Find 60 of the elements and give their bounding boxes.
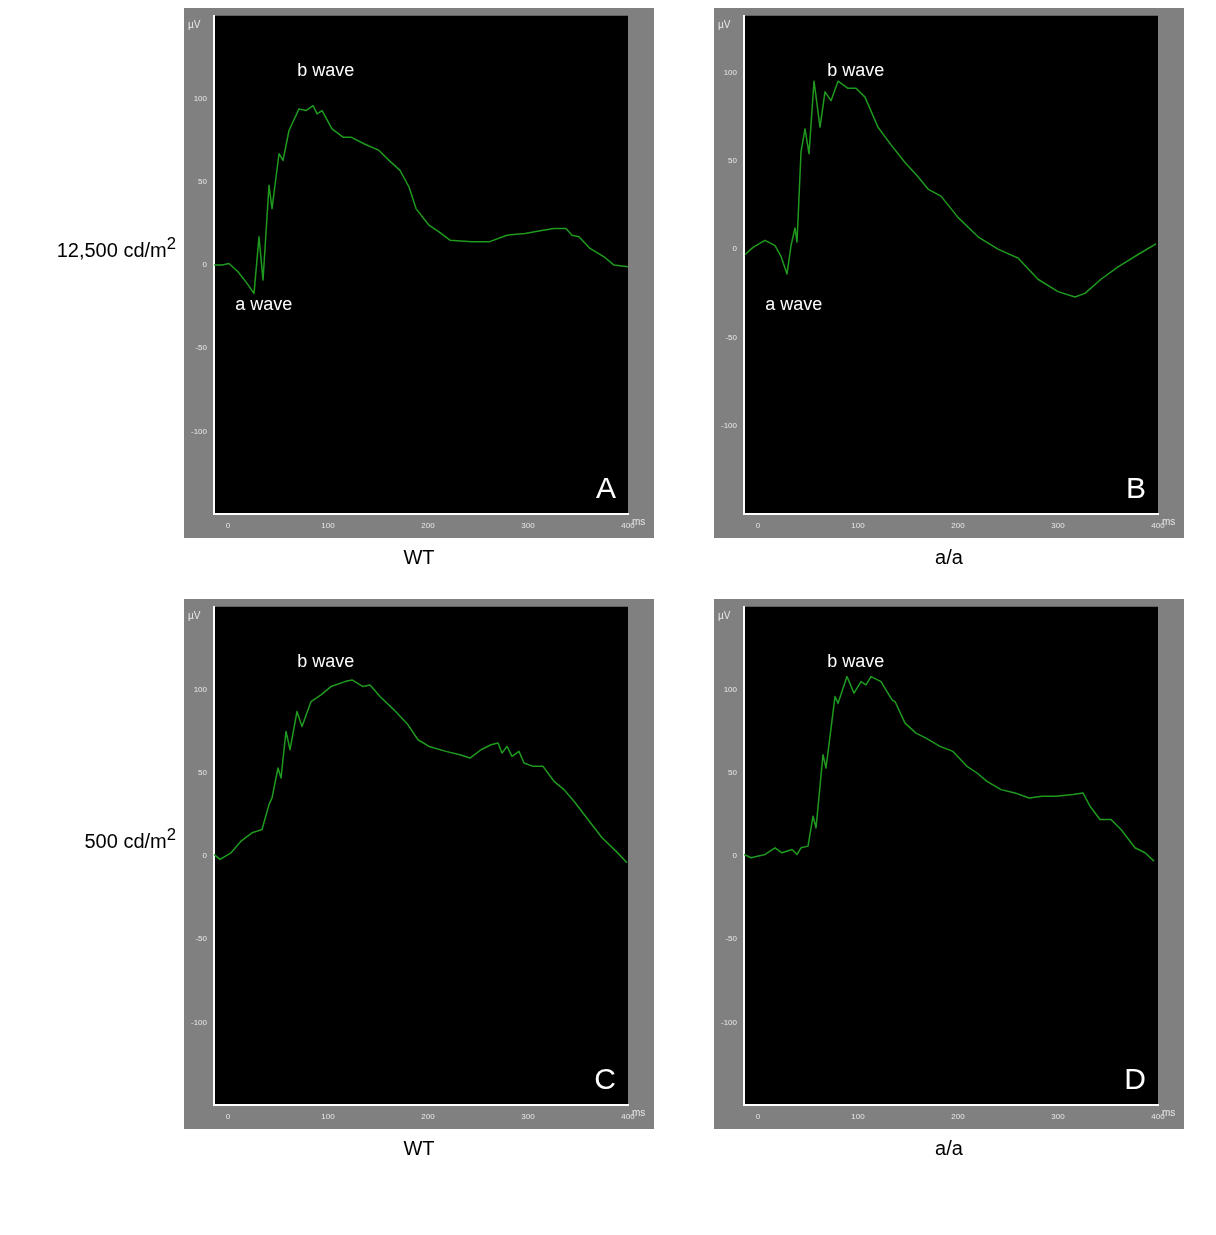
y-tick-label: 100 — [193, 94, 208, 104]
y-tick-label: 100 — [723, 67, 738, 77]
annotation: b wave — [297, 650, 355, 671]
y-tick-label: 0 — [202, 851, 208, 861]
annotation: a wave — [235, 293, 293, 314]
x-tick-label: 400 — [621, 521, 636, 531]
y-tick-label: -50 — [725, 332, 738, 342]
y-tick-label: 0 — [732, 851, 738, 861]
x-tick-label: 0 — [755, 521, 761, 531]
y-axis-title: µV — [718, 18, 731, 30]
x-tick-label: 0 — [225, 521, 231, 531]
x-tick-label: 200 — [951, 521, 966, 531]
x-axis-title: WT — [403, 546, 435, 569]
annotation: b wave — [297, 59, 355, 80]
annotation: A — [595, 470, 616, 504]
x-axis-title: a/a — [935, 1137, 963, 1160]
y-axis-title: µV — [718, 609, 731, 621]
x-tick-label: 100 — [851, 521, 866, 531]
y-tick-label: 50 — [728, 155, 738, 165]
x-tick-label: 200 — [951, 1112, 966, 1122]
y-tick-label: -50 — [195, 934, 208, 944]
annotation: D — [1124, 1061, 1146, 1095]
annotation: b wave — [827, 59, 885, 80]
x-tick-label: 100 — [321, 1112, 336, 1122]
x-tick-label: 0 — [755, 1112, 761, 1122]
x-tick-label: 100 — [321, 521, 336, 531]
x-tick-label: 200 — [421, 521, 436, 531]
x-tick-label: 100 — [851, 1112, 866, 1122]
annotation: C — [594, 1061, 616, 1095]
y-tick-label: -100 — [721, 1017, 738, 1027]
annotation: b wave — [827, 650, 885, 671]
y-tick-label: 0 — [732, 244, 738, 254]
x-tick-label: 400 — [1151, 1112, 1166, 1122]
x-tick-label: 0 — [225, 1112, 231, 1122]
x-tick-label: 300 — [1051, 1112, 1066, 1122]
y-tick-label: -100 — [191, 1017, 208, 1027]
x-tick-label: 300 — [521, 521, 536, 531]
x-tick-label: 400 — [621, 1112, 636, 1122]
x-axis-title: a/a — [935, 546, 963, 569]
y-axis-title: µV — [188, 609, 201, 621]
y-tick-label: 100 — [193, 685, 208, 695]
y-tick-label: 50 — [728, 768, 738, 778]
y-tick-label: 0 — [202, 260, 208, 270]
text: 12,500 cd/m$^{2}$ — [55, 234, 177, 262]
x-axis-title: WT — [403, 1137, 435, 1160]
y-tick-label: 100 — [723, 685, 738, 695]
y-tick-label: -100 — [721, 421, 738, 431]
y-axis-title: µV — [188, 18, 201, 30]
y-tick-label: -50 — [195, 343, 208, 353]
y-tick-label: -50 — [725, 934, 738, 944]
x-tick-label: 300 — [521, 1112, 536, 1122]
y-tick-label: 50 — [198, 768, 208, 778]
annotation: B — [1125, 470, 1146, 504]
text: 500 cd/m$^{2}$ — [83, 825, 177, 853]
x-tick-label: 300 — [1051, 521, 1066, 531]
x-tick-label: 400 — [1151, 521, 1166, 531]
y-tick-label: -100 — [191, 426, 208, 436]
y-tick-label: 50 — [198, 177, 208, 187]
annotation: a wave — [765, 293, 823, 314]
x-tick-label: 200 — [421, 1112, 436, 1122]
